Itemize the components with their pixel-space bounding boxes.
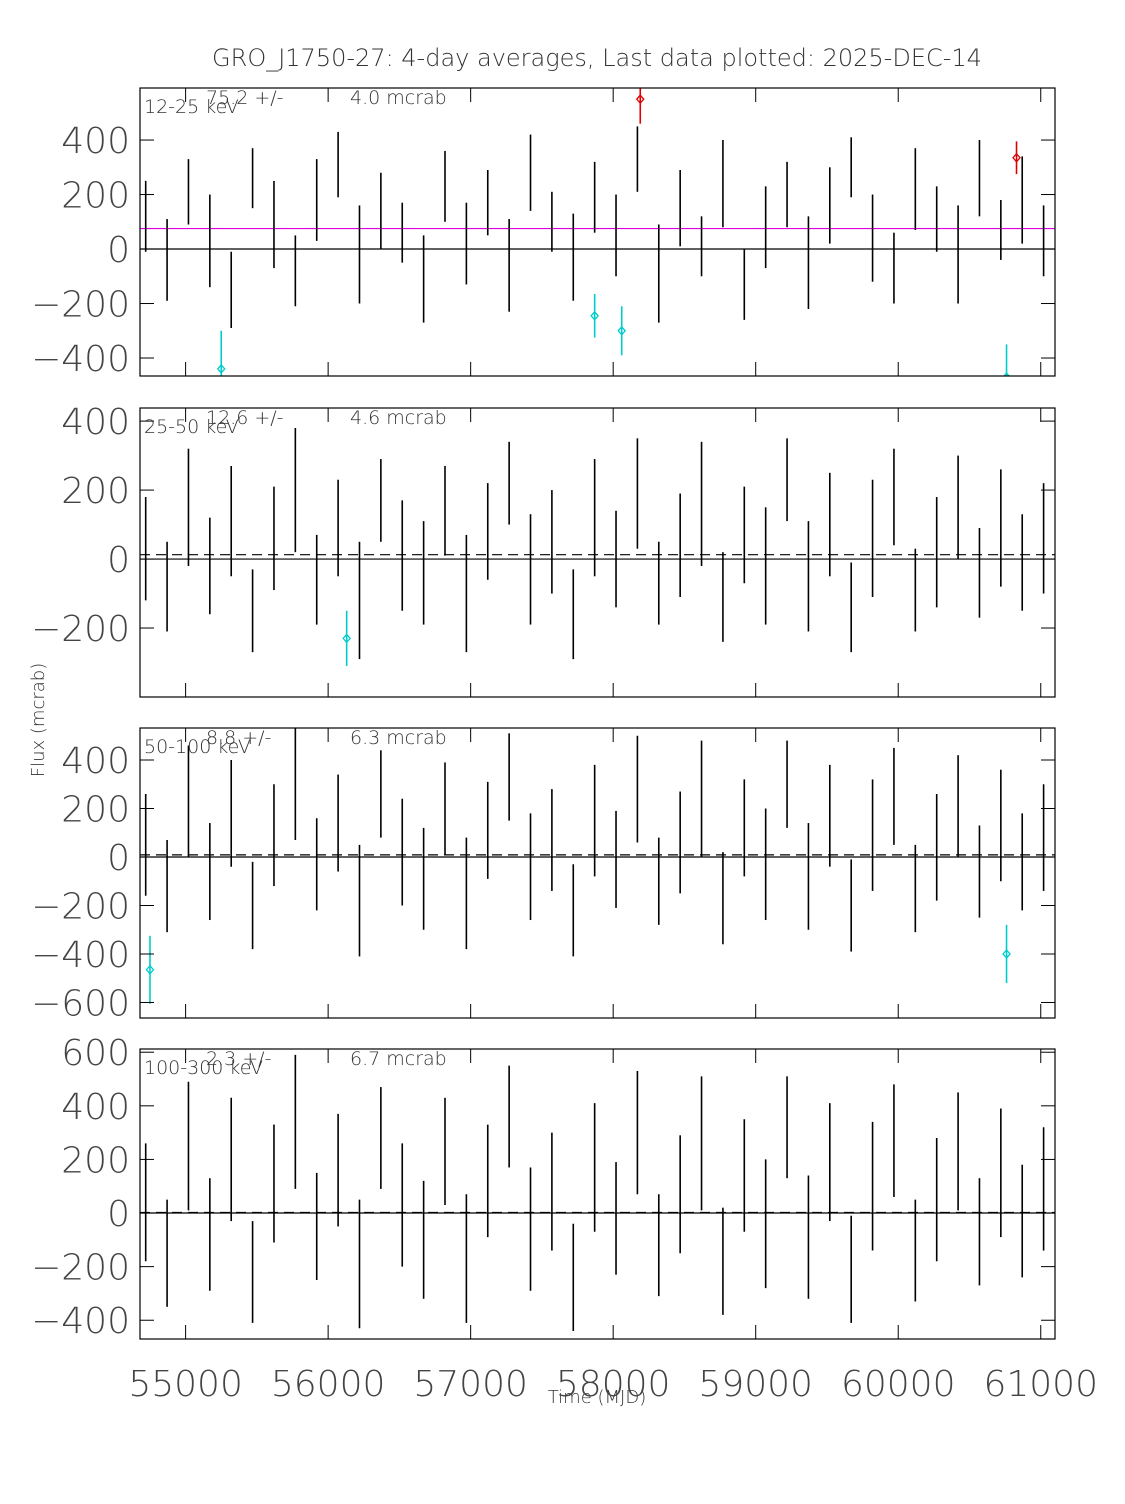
y-tick-label: 400 [61,1087,130,1128]
x-tick-label: 56000 [271,1364,386,1405]
x-tick-label: 57000 [413,1364,528,1405]
stat-error: 6.3 mcrab [350,727,447,749]
y-tick-label: 600 [61,1033,130,1074]
band-label: 25-50 keV [144,416,239,438]
x-tick-label: 58000 [556,1364,671,1405]
plot-area [140,1054,1055,1331]
x-tick-label: 55000 [128,1364,243,1405]
y-tick-label: −200 [31,886,130,927]
y-axis-label: Flux (mcrab) [28,663,49,777]
stat-error: 6.7 mcrab [350,1048,447,1070]
highlight-marker [216,363,226,374]
y-tick-label: 0 [107,838,130,879]
plot-area [140,88,1055,376]
band-label: 50-100 keV [144,736,251,758]
x-axis-label: Time (MJD) [548,1387,647,1408]
x-tick-label: 61000 [983,1364,1098,1405]
plot-area [140,728,1055,1004]
highlight-marker [1012,152,1021,163]
y-tick-label: 400 [61,121,130,162]
y-tick-label: 0 [107,1194,130,1235]
stat-error: 4.6 mcrab [350,407,447,429]
highlight-marker [145,964,155,975]
stat-label: 12.6 +/- [206,407,284,429]
y-tick-label: −400 [31,1301,130,1342]
y-tick-label: 400 [61,402,130,443]
chart-title: GRO_J1750-27: 4-day averages, Last data … [212,44,982,72]
y-tick-label: −200 [31,609,130,650]
y-tick-label: 400 [61,741,130,782]
y-tick-label: 200 [61,1140,130,1181]
panel-frame [139,407,1056,698]
plot-area [140,428,1055,666]
panel-frame [139,727,1056,1019]
y-tick-label: 0 [107,540,130,581]
y-tick-label: −200 [31,1248,130,1289]
highlight-marker [635,94,645,105]
y-tick-label: −400 [31,339,130,380]
panel-frame [139,1048,1056,1340]
highlight-marker [1002,948,1011,959]
y-tick-label: 200 [61,790,130,831]
stat-label: 75.2 +/- [206,87,284,109]
x-tick-label: 59000 [698,1364,813,1405]
highlight-marker [590,310,600,321]
highlight-marker [617,325,627,336]
panel-frame [139,87,1056,377]
highlight-marker [342,633,352,644]
stat-label: 2.3 +/- [206,1048,271,1070]
band-label: 100-300 keV [144,1057,263,1079]
y-tick-label: −200 [31,285,130,326]
y-tick-label: 200 [61,471,130,512]
stat-error: 4.0 mcrab [350,87,447,109]
y-tick-label: −400 [31,935,130,976]
stat-label: 8.8 +/- [206,727,271,749]
x-tick-label: 60000 [841,1364,956,1405]
y-tick-label: −600 [31,983,130,1024]
band-label: 12-25 keV [144,96,239,118]
y-tick-label: 200 [61,176,130,217]
y-tick-label: 0 [107,230,130,271]
